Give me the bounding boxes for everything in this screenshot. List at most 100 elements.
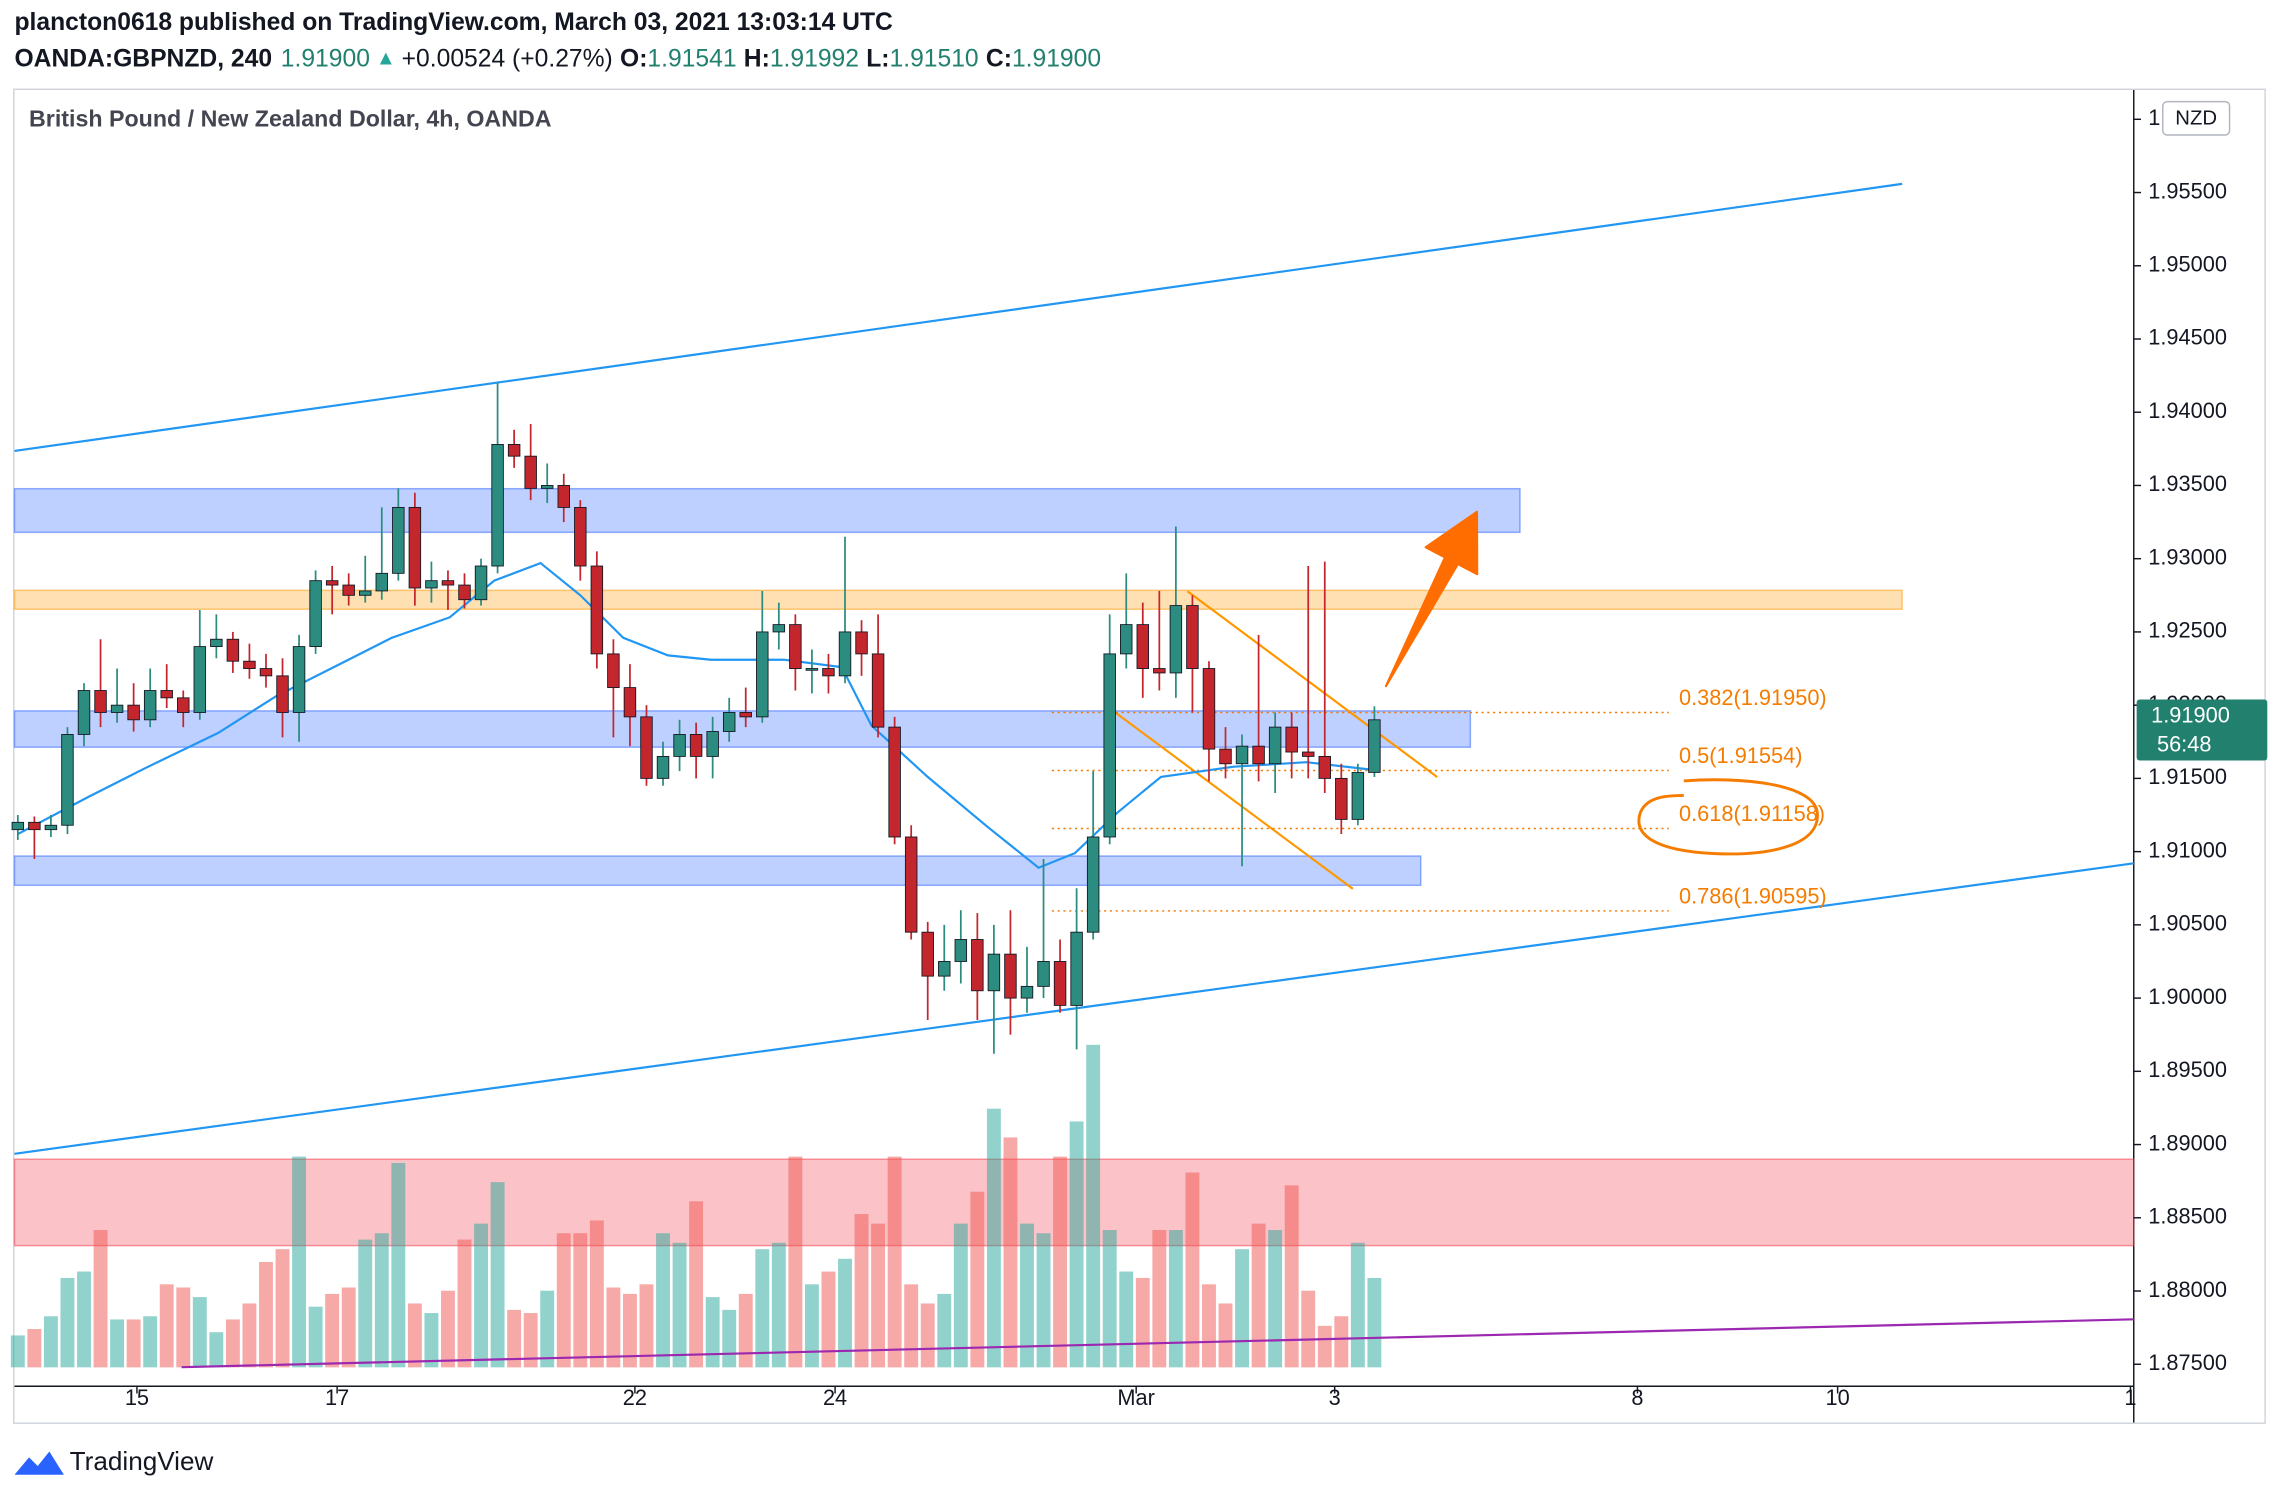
volume-bar bbox=[60, 1277, 75, 1368]
volume-bar bbox=[722, 1309, 737, 1368]
volume-bar bbox=[1367, 1277, 1382, 1368]
candle-body bbox=[177, 697, 190, 713]
candle-body bbox=[458, 584, 471, 601]
volume-bar bbox=[854, 1214, 869, 1368]
volume-bar bbox=[225, 1319, 240, 1368]
candle-body bbox=[689, 734, 703, 757]
candle-body bbox=[160, 690, 173, 699]
candle-body bbox=[1053, 961, 1067, 1006]
candle-body bbox=[590, 565, 604, 655]
volume-bar bbox=[1334, 1316, 1349, 1368]
volume-bar bbox=[589, 1220, 604, 1368]
plot: 0.382(1.91950) 0.5(1.91554) 0.618(1.91158)… bbox=[10, 182, 2135, 1369]
o-label: O: bbox=[620, 45, 647, 72]
candle-body bbox=[789, 624, 802, 669]
currency: NZD bbox=[2175, 107, 2217, 129]
published-line: plancton0618 published on TradingView.co… bbox=[15, 9, 894, 36]
candle-body bbox=[292, 646, 306, 713]
high: 1.91992 bbox=[770, 45, 859, 72]
candle-body bbox=[226, 638, 240, 662]
candle-body bbox=[524, 455, 537, 489]
candle-body bbox=[243, 660, 256, 669]
logo-icon bbox=[14, 1451, 64, 1475]
volume-bar bbox=[904, 1284, 919, 1368]
fib-label: 0.786(1.90595) bbox=[1679, 884, 1827, 909]
volume-bar bbox=[1135, 1277, 1150, 1368]
candle-body bbox=[1037, 961, 1050, 987]
candle-body bbox=[888, 726, 901, 838]
volume-bar bbox=[705, 1297, 720, 1368]
candle-body bbox=[359, 590, 372, 596]
y-tick-label: 1.91500 bbox=[2148, 764, 2227, 789]
volume-bar bbox=[43, 1316, 58, 1368]
volume-bar bbox=[143, 1316, 158, 1368]
volume-bar bbox=[540, 1290, 555, 1368]
brand-logo bbox=[14, 1451, 64, 1475]
candle-body bbox=[954, 939, 968, 962]
candle-body bbox=[987, 953, 1001, 992]
candle-body bbox=[822, 668, 835, 677]
candle-body bbox=[1285, 726, 1298, 753]
volume-bar bbox=[788, 1156, 803, 1368]
volume-bar bbox=[871, 1223, 886, 1368]
candle-body bbox=[1004, 953, 1017, 999]
volume-bar bbox=[1251, 1223, 1266, 1368]
candle-body bbox=[706, 731, 719, 757]
countdown: 56:48 bbox=[2157, 732, 2211, 757]
volume-bar bbox=[1185, 1172, 1200, 1368]
candle-body bbox=[1020, 985, 1034, 999]
candle-body bbox=[623, 687, 637, 718]
candle-body bbox=[210, 638, 223, 648]
candle-body bbox=[441, 580, 455, 586]
fib-label: 0.618(1.91158) bbox=[1679, 801, 1825, 826]
volume-bar bbox=[325, 1293, 340, 1368]
candle-body bbox=[1103, 653, 1116, 838]
y-tick-label: 1.89500 bbox=[2148, 1057, 2227, 1082]
candle-body bbox=[1351, 772, 1365, 820]
candle-body bbox=[1169, 605, 1183, 674]
candle-body bbox=[408, 506, 422, 589]
last: 1.91900 bbox=[281, 45, 370, 72]
volume-bar bbox=[1102, 1230, 1117, 1368]
candle-body bbox=[1219, 748, 1232, 765]
volume-bar bbox=[639, 1284, 654, 1368]
candle-body bbox=[259, 668, 273, 677]
trend-line bbox=[1105, 705, 1354, 890]
y-tick-label: 1.95000 bbox=[2148, 252, 2227, 277]
y-tick-label: 1.93000 bbox=[2148, 544, 2227, 569]
volume-bar bbox=[374, 1233, 389, 1368]
y-tick-label: 1.88000 bbox=[2148, 1277, 2227, 1302]
volume-bar bbox=[457, 1239, 472, 1368]
volume-bar bbox=[159, 1284, 174, 1368]
volume-bar bbox=[523, 1313, 538, 1368]
fib-label: 0.5(1.91554) bbox=[1679, 743, 1802, 768]
x-tick-label: 17 bbox=[325, 1385, 349, 1410]
volume-bar bbox=[1235, 1249, 1249, 1368]
symbol: OANDA:GBPNZD, 240 bbox=[15, 45, 273, 72]
volume-bar bbox=[953, 1223, 968, 1368]
y-tick-label: 1.90500 bbox=[2148, 911, 2227, 936]
y-tick-label: 1.88500 bbox=[2148, 1204, 2227, 1229]
volume-bar bbox=[804, 1284, 819, 1368]
volume-bar bbox=[887, 1156, 902, 1368]
volume-bar bbox=[1284, 1185, 1299, 1368]
y-tick-label: 1.94500 bbox=[2148, 325, 2227, 350]
axes: 1.960001.955001.950001.945001.940001.935… bbox=[125, 105, 2268, 1410]
candle-body bbox=[1120, 624, 1133, 655]
volume-bar bbox=[391, 1162, 406, 1368]
x-tick-label: 22 bbox=[623, 1385, 647, 1410]
volume-bar bbox=[738, 1293, 753, 1368]
candle-body bbox=[739, 712, 752, 718]
volume-bar bbox=[1301, 1290, 1316, 1368]
volume-bar bbox=[474, 1223, 488, 1368]
x-tick-label: 1 bbox=[2124, 1385, 2136, 1410]
volume-bar bbox=[656, 1233, 670, 1368]
candle-body bbox=[1235, 745, 1249, 765]
volume-bar bbox=[77, 1271, 91, 1368]
zone bbox=[13, 589, 1903, 610]
volume-bar bbox=[689, 1201, 704, 1368]
candle-body bbox=[61, 734, 74, 826]
price-tag bbox=[2136, 699, 2268, 761]
candle-body bbox=[855, 631, 868, 655]
zone bbox=[13, 855, 1422, 887]
